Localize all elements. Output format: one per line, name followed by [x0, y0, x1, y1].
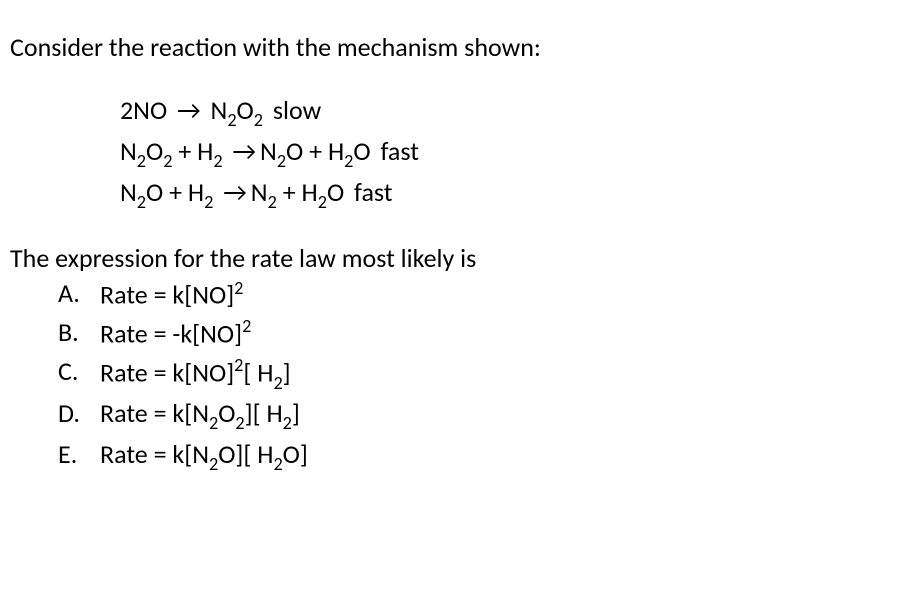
option-c[interactable]: C. Rate = k[NO]2[ H2] [58, 354, 889, 394]
mechanism-step-1: 2NO → N2O2 slow [120, 93, 889, 132]
option-a[interactable]: A. Rate = k[NO]2 [58, 276, 889, 313]
step2-lhs: N2O2 + H2 [120, 135, 223, 167]
option-expression: Rate = k[N2O2][ H2] [100, 396, 300, 435]
mechanism-step-3: N2O + H2 →N2 + H2O fast [120, 175, 889, 214]
arrow-icon: → [232, 134, 256, 169]
option-letter: B. [58, 315, 100, 352]
arrow-icon: → [177, 93, 201, 128]
intro-text: Consider the reaction with the mechanism… [10, 30, 889, 65]
option-letter: E. [58, 437, 100, 476]
option-expression: Rate = k[NO]2[ H2] [100, 354, 291, 394]
answer-options: A. Rate = k[NO]2 B. Rate = -k[NO]2 C. Ra… [58, 276, 889, 475]
step3-rate: fast [354, 176, 392, 208]
option-expression: Rate = k[N2O][ H2O] [100, 437, 308, 476]
step3-lhs: N2O + H2 [120, 176, 213, 208]
arrow-icon: → [223, 175, 247, 210]
step2-rhs: N2O + H2O [260, 135, 371, 167]
option-e[interactable]: E. Rate = k[N2O][ H2O] [58, 437, 889, 476]
step1-lhs: 2NO [120, 94, 167, 126]
option-expression: Rate = k[NO]2 [100, 276, 243, 313]
step2-rate: fast [380, 135, 418, 167]
mechanism-block: 2NO → N2O2 slow N2O2 + H2 →N2O + H2O fas… [120, 93, 889, 213]
step3-rhs: N2 + H2O [251, 176, 344, 208]
step1-rhs: N2O2 [211, 94, 263, 126]
option-letter: A. [58, 276, 100, 313]
question-text: The expression for the rate law most lik… [10, 241, 889, 276]
step1-rate: slow [273, 94, 321, 126]
mechanism-step-2: N2O2 + H2 →N2O + H2O fast [120, 134, 889, 173]
option-letter: C. [58, 354, 100, 394]
option-expression: Rate = -k[NO]2 [100, 315, 251, 352]
option-letter: D. [58, 396, 100, 435]
option-d[interactable]: D. Rate = k[N2O2][ H2] [58, 396, 889, 435]
option-b[interactable]: B. Rate = -k[NO]2 [58, 315, 889, 352]
